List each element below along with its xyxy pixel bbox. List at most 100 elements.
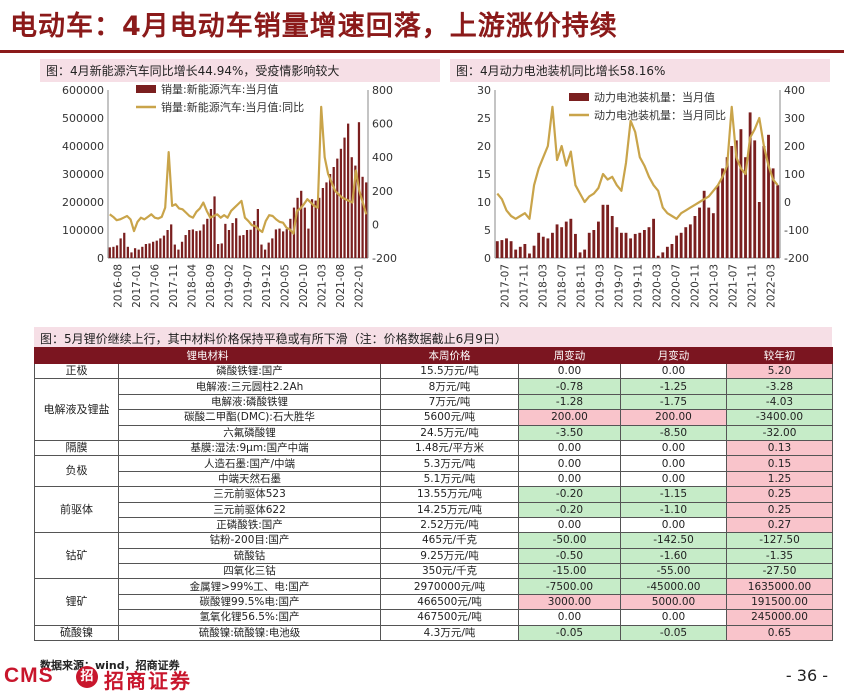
- ytd-change-cell: 1635000.00: [726, 578, 833, 595]
- x-tick-label: 2017-07: [500, 264, 512, 308]
- bar-mark: [137, 249, 140, 258]
- ytd-change-cell: 191500.00: [726, 593, 833, 611]
- ytd-change-cell: 0.25: [726, 486, 833, 503]
- bar-mark: [126, 246, 129, 258]
- week-change-cell: -0.05: [518, 624, 621, 642]
- bar-mark: [578, 252, 582, 258]
- price-cell: 5.1万元/吨: [380, 470, 519, 488]
- material-item-cell: 碳酸锂99.5%电:国产: [118, 593, 381, 611]
- bar-mark: [523, 244, 527, 258]
- table-row: 四氧化三钴 350元/千克 -15.00 -55.00 -27.50: [35, 563, 833, 580]
- bar-mark: [610, 216, 614, 258]
- material-item-cell: 人造石墨:国产/中端: [118, 455, 381, 472]
- x-tick-label: 2018-11: [576, 264, 588, 308]
- price-cell: 2.52万元/吨: [380, 516, 519, 534]
- table-row: 隔膜 基膜:湿法:9μm:国产中端 1.48元/平方米 0.00 0.00 0.13: [34, 439, 833, 457]
- x-tick-label: 2019-03: [595, 264, 607, 308]
- y-right-tick-label: -200: [784, 252, 809, 265]
- month-change-cell: 0.00: [620, 455, 727, 472]
- bar-mark: [574, 233, 577, 258]
- bar-mark: [198, 230, 202, 258]
- bar-mark: [141, 246, 144, 258]
- ytd-change-cell: -3.28: [726, 378, 833, 395]
- x-tick-label: 2019-02: [224, 264, 236, 308]
- ytd-change-cell: -32.00: [726, 424, 833, 441]
- bar-mark: [693, 216, 697, 258]
- bar-mark: [739, 129, 743, 258]
- y-left-tick-label: 400000: [62, 140, 104, 153]
- bar-mark: [528, 253, 531, 258]
- bar-mark: [144, 244, 148, 258]
- table-row: 电解液及锂盐 电解液:三元圆柱2.2Ah 8万元/吨 -0.78 -1.25 -3.28: [34, 378, 833, 441]
- month-change-cell: -1.60: [620, 547, 727, 565]
- header-material: 锂电材料: [34, 347, 381, 364]
- table-row: 电解液:磷酸铁锂 7万元/吨 -1.28 -1.75 -4.03: [35, 393, 833, 411]
- material-item-cell: 氢氧化锂56.5%:国产: [118, 609, 381, 626]
- price-cell: 15.5万元/吨: [380, 362, 519, 380]
- title-rule: [0, 50, 844, 53]
- bar-mark: [112, 246, 115, 258]
- bar-mark: [606, 204, 610, 258]
- x-tick-label: 2021-08: [335, 264, 347, 308]
- bar-mark: [753, 140, 757, 258]
- month-change-cell: -142.50: [620, 532, 727, 549]
- x-tick-label: 2019-07: [242, 264, 254, 308]
- legend-bar-swatch: [136, 85, 156, 93]
- y-right-tick-label: 300: [784, 112, 805, 125]
- bar-mark: [191, 229, 194, 258]
- x-tick-label: 2019-12: [261, 264, 273, 308]
- bar-mark: [296, 197, 299, 258]
- category-cell: 钴矿: [34, 532, 119, 580]
- bar-mark: [505, 238, 508, 258]
- price-cell: 350元/千克: [380, 563, 519, 580]
- bar-mark: [730, 146, 734, 258]
- legend-bar-swatch: [569, 93, 589, 101]
- line-series-mark: [109, 105, 368, 235]
- table-row: 前驱体 三元前驱体523 13.55万元/吨 -0.20 -1.15 0.25: [34, 486, 833, 534]
- bar-mark: [188, 230, 191, 258]
- bar-mark: [133, 248, 137, 258]
- y-right-tick-label: 0: [784, 196, 791, 209]
- month-change-cell: -1.25: [620, 378, 727, 395]
- week-change-cell: -0.50: [518, 547, 621, 565]
- y-left-tick-label: 10: [477, 196, 491, 209]
- bar-mark: [336, 158, 339, 258]
- ytd-change-cell: 245000.00: [726, 609, 833, 626]
- price-cell: 13.55万元/吨: [380, 486, 519, 503]
- bar-mark: [762, 146, 766, 258]
- bar-mark: [551, 232, 554, 258]
- header-ytd-change: 较年初: [726, 347, 833, 364]
- table-header-row: 锂电材料 本周价格 周变动 月变动 较年初: [34, 347, 833, 364]
- bar-mark: [195, 231, 198, 258]
- bar-mark: [721, 168, 724, 258]
- cms-logo: CMS 招 招商证券: [4, 664, 192, 692]
- bar-mark: [263, 249, 267, 258]
- page-number: - 36 -: [785, 666, 828, 685]
- week-change-cell: -0.78: [518, 378, 621, 395]
- bar-mark: [332, 167, 335, 258]
- y-right-tick-label: 200: [784, 140, 805, 153]
- bar-mark: [339, 148, 343, 258]
- bar-mark: [656, 255, 660, 258]
- material-item-cell: 磷酸铁锂:国产: [118, 362, 381, 380]
- x-tick-label: 2020-03: [652, 264, 664, 308]
- page-title: 电动车：4月电动车销量增速回落，上游涨价持续: [10, 11, 618, 42]
- y-right-tick-label: 600: [372, 118, 393, 131]
- bar-mark: [702, 190, 706, 258]
- bar-mark: [108, 247, 111, 258]
- x-tick-label: 2018-09: [205, 264, 217, 308]
- table-row: 六氟磷酸锂 24.5万元/吨 -3.50 -8.50 -32.00: [35, 424, 833, 441]
- bar-mark: [162, 235, 166, 258]
- bar-mark: [707, 207, 711, 258]
- bar-mark: [206, 218, 209, 258]
- bar-mark: [217, 244, 220, 258]
- ytd-change-cell: 0.25: [726, 501, 833, 518]
- bar-mark: [725, 157, 729, 258]
- bar-mark: [642, 230, 646, 258]
- bar-mark: [325, 182, 328, 258]
- x-tick-label: 2019-11: [633, 264, 645, 308]
- bar-mark: [242, 235, 245, 258]
- bar-mark: [123, 232, 126, 258]
- price-cell: 4.3万元/吨: [380, 624, 519, 642]
- ytd-change-cell: 1.25: [726, 470, 833, 488]
